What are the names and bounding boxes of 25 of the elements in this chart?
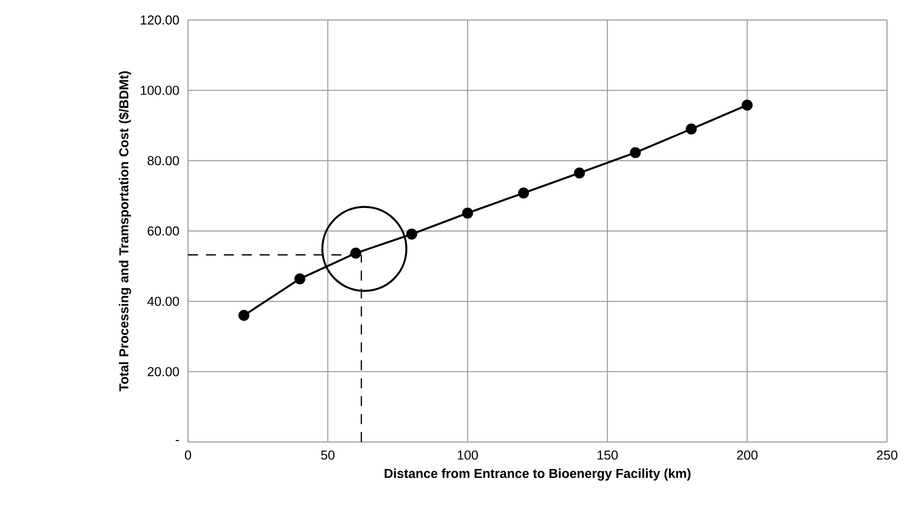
point: [462, 208, 474, 219]
point: [350, 248, 362, 259]
y-tick-label: 80.00: [148, 156, 179, 166]
point: [238, 310, 250, 321]
x-tick-label: 250: [876, 450, 898, 460]
point: [742, 100, 753, 111]
point: [406, 228, 418, 240]
x-tick-label: 150: [598, 450, 618, 460]
y-tick-label: 120.00: [140, 15, 179, 25]
point: [294, 273, 306, 284]
point: [518, 188, 530, 198]
x-axis-title: Distance from Entrance to Bioenergy Facility (km): [384, 468, 691, 481]
y-axis-title: Total Processing and Tramsportation Cost ($/BDMt): [118, 71, 132, 392]
x-tick-label: 100: [458, 450, 478, 460]
y-tick-label: 20.00: [148, 367, 179, 376]
point: [686, 124, 697, 134]
x-tick-label: 50: [321, 450, 335, 460]
y-tick-label: 40.00: [147, 296, 179, 306]
x-tick-label: 200: [737, 450, 758, 460]
y-tick-label: 100.00: [140, 86, 179, 95]
point: [630, 147, 641, 158]
y-tick-label: -: [176, 440, 179, 442]
y-tick-label: 60.00: [148, 226, 179, 236]
point: [574, 167, 585, 178]
x-tick-label: 0: [184, 450, 192, 460]
